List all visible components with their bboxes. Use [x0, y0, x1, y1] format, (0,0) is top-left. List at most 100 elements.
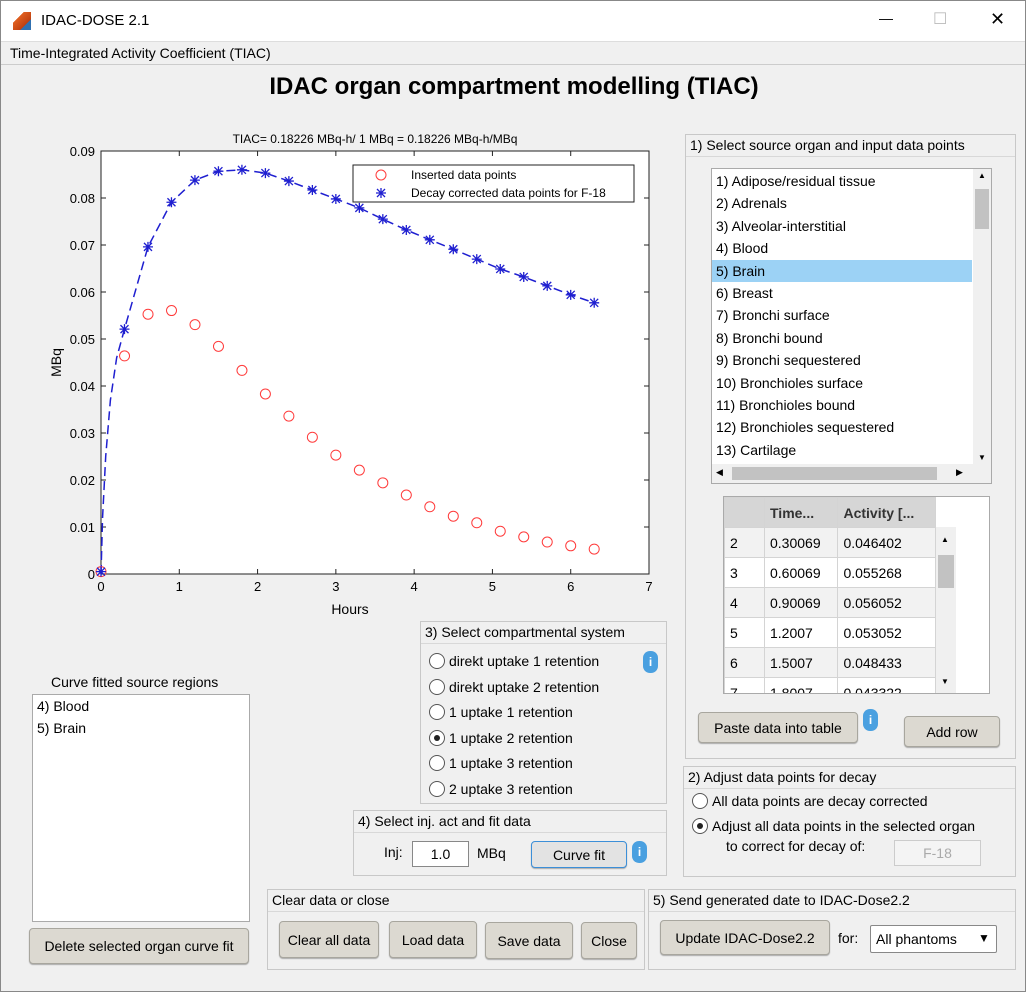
radio-compartment-option[interactable]: direkt uptake 2 retention: [429, 678, 599, 695]
phantom-select-value: All phantoms: [876, 931, 957, 947]
inserted-data-point: [259, 388, 271, 400]
table-cell[interactable]: 0.046402: [837, 527, 936, 558]
organ-list-item[interactable]: 12) Bronchioles sequestered: [716, 419, 895, 436]
organ-list-item[interactable]: 6) Breast: [716, 284, 773, 301]
y-tick-label: 0.02: [70, 473, 95, 488]
table-cell[interactable]: 0.056052: [837, 587, 936, 618]
radio-circle[interactable]: [429, 678, 445, 695]
close-button[interactable]: ✕: [990, 9, 1006, 29]
table-cell[interactable]: 1.2007: [763, 617, 839, 648]
organ-list-item[interactable]: 4) Blood: [716, 240, 769, 257]
table-cell[interactable]: 2: [724, 527, 765, 558]
inj-label: Inj:: [384, 844, 403, 860]
table-cell[interactable]: 0.30069: [763, 527, 839, 558]
radio-compartment-option[interactable]: 1 uptake 2 retention: [429, 729, 573, 746]
table-cell[interactable]: 0.60069: [763, 557, 839, 588]
scroll-right-icon[interactable]: ▶: [956, 467, 963, 477]
radio-label: 1 uptake 1 retention: [449, 704, 573, 720]
horizontal-scrollbar[interactable]: ◀ ▶: [712, 464, 991, 483]
radio-compartment-option[interactable]: 1 uptake 3 retention: [429, 755, 573, 771]
info-icon[interactable]: i: [643, 651, 658, 673]
fitted-regions-listbox[interactable]: 4) Blood 5) Brain: [32, 694, 250, 922]
radio-circle[interactable]: [429, 704, 445, 720]
radio-adjust-decay[interactable]: Adjust all data points in the selected o…: [692, 818, 975, 834]
paste-data-button[interactable]: Paste data into table: [698, 712, 858, 743]
table-cell[interactable]: 0.053052: [837, 617, 936, 648]
organ-list-item[interactable]: 9) Bronchi sequestered: [716, 352, 861, 369]
delete-curve-fit-button[interactable]: Delete selected organ curve fit: [29, 928, 249, 964]
inserted-data-point: [142, 308, 154, 320]
table-cell[interactable]: 6: [724, 647, 765, 678]
info-icon[interactable]: i: [863, 709, 878, 731]
organ-listbox[interactable]: 1) Adipose/residual tissue 2) Adrenals 3) …: [711, 168, 992, 484]
fitted-list-item[interactable]: 4) Blood: [37, 698, 90, 714]
organ-list-item[interactable]: 13) Cartilage: [716, 441, 797, 458]
send-panel: 5) Send generated date to IDAC-Dose2.2 U…: [648, 889, 1016, 970]
organ-list-item[interactable]: 7) Bronchi surface: [716, 307, 830, 324]
scroll-thumb[interactable]: [975, 189, 989, 229]
table-cell[interactable]: 0.043322: [837, 677, 936, 693]
curve-fit-button[interactable]: Curve fit: [531, 841, 627, 868]
inj-activity-input[interactable]: 1.0: [412, 841, 469, 867]
table-cell[interactable]: 1.8007: [763, 677, 839, 693]
decay-corrected-point: [283, 176, 294, 187]
table-header[interactable]: Time...: [763, 497, 839, 528]
radio-circle[interactable]: [429, 729, 445, 746]
update-idac-button[interactable]: Update IDAC-Dose2.2: [660, 920, 830, 955]
scroll-down-icon[interactable]: ▼: [941, 677, 949, 686]
maximize-button[interactable]: ☐: [933, 11, 948, 28]
fitted-list-item[interactable]: 5) Brain: [37, 720, 87, 737]
add-row-button[interactable]: Add row: [904, 716, 1000, 747]
scroll-down-icon[interactable]: ▼: [978, 453, 986, 462]
scroll-thumb[interactable]: [938, 555, 954, 588]
radio-circle[interactable]: [692, 818, 708, 834]
decay-label: to correct for decay of:: [726, 838, 866, 854]
radio-label: 1 uptake 2 retention: [449, 729, 573, 746]
table-header[interactable]: Activity [...: [837, 497, 936, 528]
data-table[interactable]: Time... Activity [... 2 0.30069 0.046402 3 0.6…: [723, 496, 990, 694]
minimize-button[interactable]: —: [879, 10, 893, 26]
radio-compartment-option[interactable]: 2 uptake 3 retention: [429, 780, 573, 797]
radio-compartment-option[interactable]: direkt uptake 1 retention: [429, 653, 599, 669]
table-cell[interactable]: 0.055268: [837, 557, 936, 588]
fitted-regions-label: Curve fitted source regions: [51, 674, 219, 690]
table-scrollbar[interactable]: ▲ ▼: [936, 527, 956, 693]
load-data-button[interactable]: Load data: [389, 921, 477, 958]
phantom-select[interactable]: All phantoms ▼: [870, 925, 997, 953]
radio-circle[interactable]: [429, 780, 445, 797]
scroll-up-icon[interactable]: ▲: [978, 171, 986, 180]
table-cell[interactable]: 7: [724, 677, 765, 693]
table-header[interactable]: [724, 497, 765, 528]
organ-list-item[interactable]: 10) Bronchioles surface: [716, 374, 864, 391]
scroll-up-icon[interactable]: ▲: [941, 535, 949, 544]
inserted-data-point: [400, 489, 412, 501]
organ-list-item[interactable]: 2) Adrenals: [716, 195, 787, 212]
h-scroll-thumb[interactable]: [732, 467, 937, 480]
save-data-button[interactable]: Save data: [485, 922, 573, 959]
clear-all-button[interactable]: Clear all data: [279, 921, 379, 958]
vertical-scrollbar[interactable]: ▲ ▼: [973, 169, 991, 464]
organ-list-item[interactable]: 3) Alveolar-interstitial: [716, 217, 846, 234]
radio-circle[interactable]: [429, 653, 445, 669]
table-cell[interactable]: 0.048433: [837, 647, 936, 678]
scroll-left-icon[interactable]: ◀: [716, 467, 723, 477]
radio-circle[interactable]: [429, 755, 445, 771]
table-cell[interactable]: 1.5007: [763, 647, 839, 678]
tab-tiac[interactable]: Time-Integrated Activity Coefficient (TI…: [10, 45, 271, 61]
organ-list-item[interactable]: 1) Adipose/residual tissue: [716, 173, 876, 189]
for-label: for:: [838, 930, 859, 946]
table-cell[interactable]: 0.90069: [763, 587, 839, 618]
table-cell[interactable]: 4: [724, 587, 765, 618]
info-icon[interactable]: i: [632, 841, 647, 863]
table-cell[interactable]: 3: [724, 557, 765, 588]
organ-list-item[interactable]: 8) Bronchi bound: [716, 329, 823, 346]
radio-label: Adjust all data points in the selected o…: [712, 818, 976, 834]
radio-compartment-option[interactable]: 1 uptake 1 retention: [429, 704, 573, 720]
table-row: 5 1.2007 0.053052: [724, 617, 936, 648]
radio-circle[interactable]: [692, 793, 708, 809]
table-cell[interactable]: 5: [724, 617, 765, 648]
organ-list-item[interactable]: 11) Bronchioles bound: [716, 396, 856, 413]
close-app-button[interactable]: Close: [581, 922, 637, 959]
organ-list-item[interactable]: 5) Brain: [712, 259, 972, 282]
radio-all-decay-corrected[interactable]: All data points are decay corrected: [692, 793, 928, 809]
